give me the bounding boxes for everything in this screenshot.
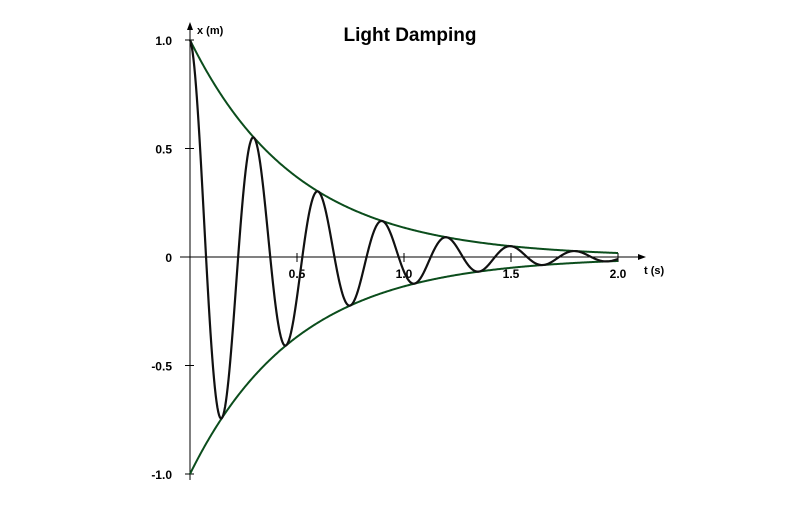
- damped-oscillation-line: [188, 39, 619, 420]
- axes: [180, 22, 646, 480]
- x-ticks: 0.5 1.0 1.5 2.0: [289, 253, 627, 281]
- y-ticks: 1.0 0.5 0 -0.5 -1.0: [151, 34, 194, 482]
- x-tick-label: 1.5: [503, 267, 520, 281]
- chart-title: Light Damping: [344, 25, 477, 46]
- y-tick-label: -0.5: [151, 360, 172, 374]
- y-tick-label: 0.5: [155, 143, 172, 157]
- envelope-upper-line: [189, 39, 619, 255]
- y-tick-label: 0: [165, 251, 172, 265]
- x-tick-label: 0.5: [289, 267, 306, 281]
- envelope-lower-line: [189, 259, 619, 475]
- series-group: [188, 39, 619, 475]
- y-tick-label: 1.0: [155, 34, 172, 48]
- x-axis-arrow: [638, 254, 646, 260]
- x-axis-label: t (s): [644, 265, 665, 277]
- y-axis-arrow: [187, 22, 193, 30]
- y-tick-label: -1.0: [151, 468, 172, 482]
- x-tick-label: 2.0: [610, 267, 627, 281]
- y-axis-label: x (m): [197, 25, 224, 37]
